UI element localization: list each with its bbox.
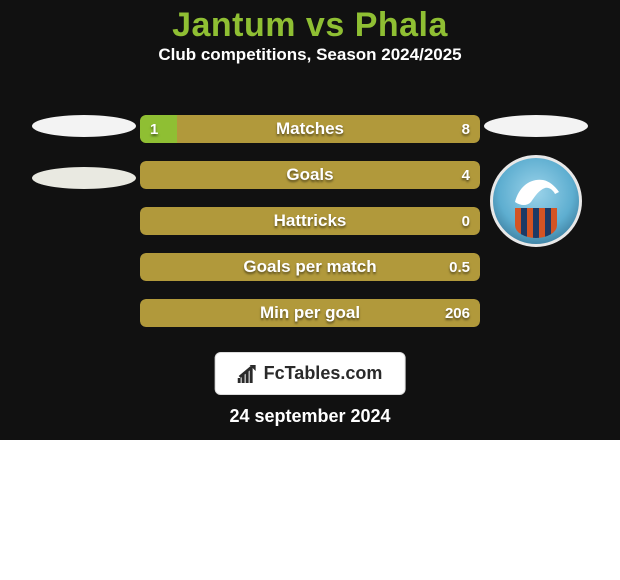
left-player-club-icon: [32, 167, 136, 189]
stat-label: Min per goal: [140, 299, 480, 327]
crest-horse-icon: [509, 172, 563, 212]
stat-right-value: 0.5: [439, 253, 480, 281]
stat-label: Hattricks: [140, 207, 480, 235]
brand-text: FcTables.com: [264, 363, 383, 384]
stat-label: Goals: [140, 161, 480, 189]
stat-right-value: 206: [435, 299, 480, 327]
brand-logo-icon: [238, 365, 258, 383]
snapshot-date: 24 september 2024: [0, 406, 620, 427]
stat-label: Matches: [140, 115, 480, 143]
stat-bar: Goals per match0.5: [140, 253, 480, 281]
stat-right-value: 8: [452, 115, 480, 143]
right-player-flag-icon: [484, 115, 588, 137]
stat-bar: Min per goal206: [140, 299, 480, 327]
stat-bar: 1Matches8: [140, 115, 480, 143]
card-subtitle: Club competitions, Season 2024/2025: [0, 45, 620, 65]
left-player-column: [28, 115, 140, 189]
right-player-club-crest-icon: [490, 155, 582, 247]
stat-right-value: 4: [452, 161, 480, 189]
brand-box[interactable]: FcTables.com: [215, 352, 406, 395]
stat-bar: Hattricks0: [140, 207, 480, 235]
comparison-card: Jantum vs Phala Club competitions, Seaso…: [0, 0, 620, 440]
card-title: Jantum vs Phala: [0, 0, 620, 45]
stat-bar: Goals4: [140, 161, 480, 189]
left-player-flag-icon: [32, 115, 136, 137]
right-player-column: [480, 115, 592, 247]
comparison-row: 1Matches8 Goals4 Hattricks0 Goals per match…: [0, 115, 620, 327]
stat-bars: 1Matches8 Goals4 Hattricks0 Goals per match…: [140, 115, 480, 327]
stat-right-value: 0: [452, 207, 480, 235]
stat-label: Goals per match: [140, 253, 480, 281]
